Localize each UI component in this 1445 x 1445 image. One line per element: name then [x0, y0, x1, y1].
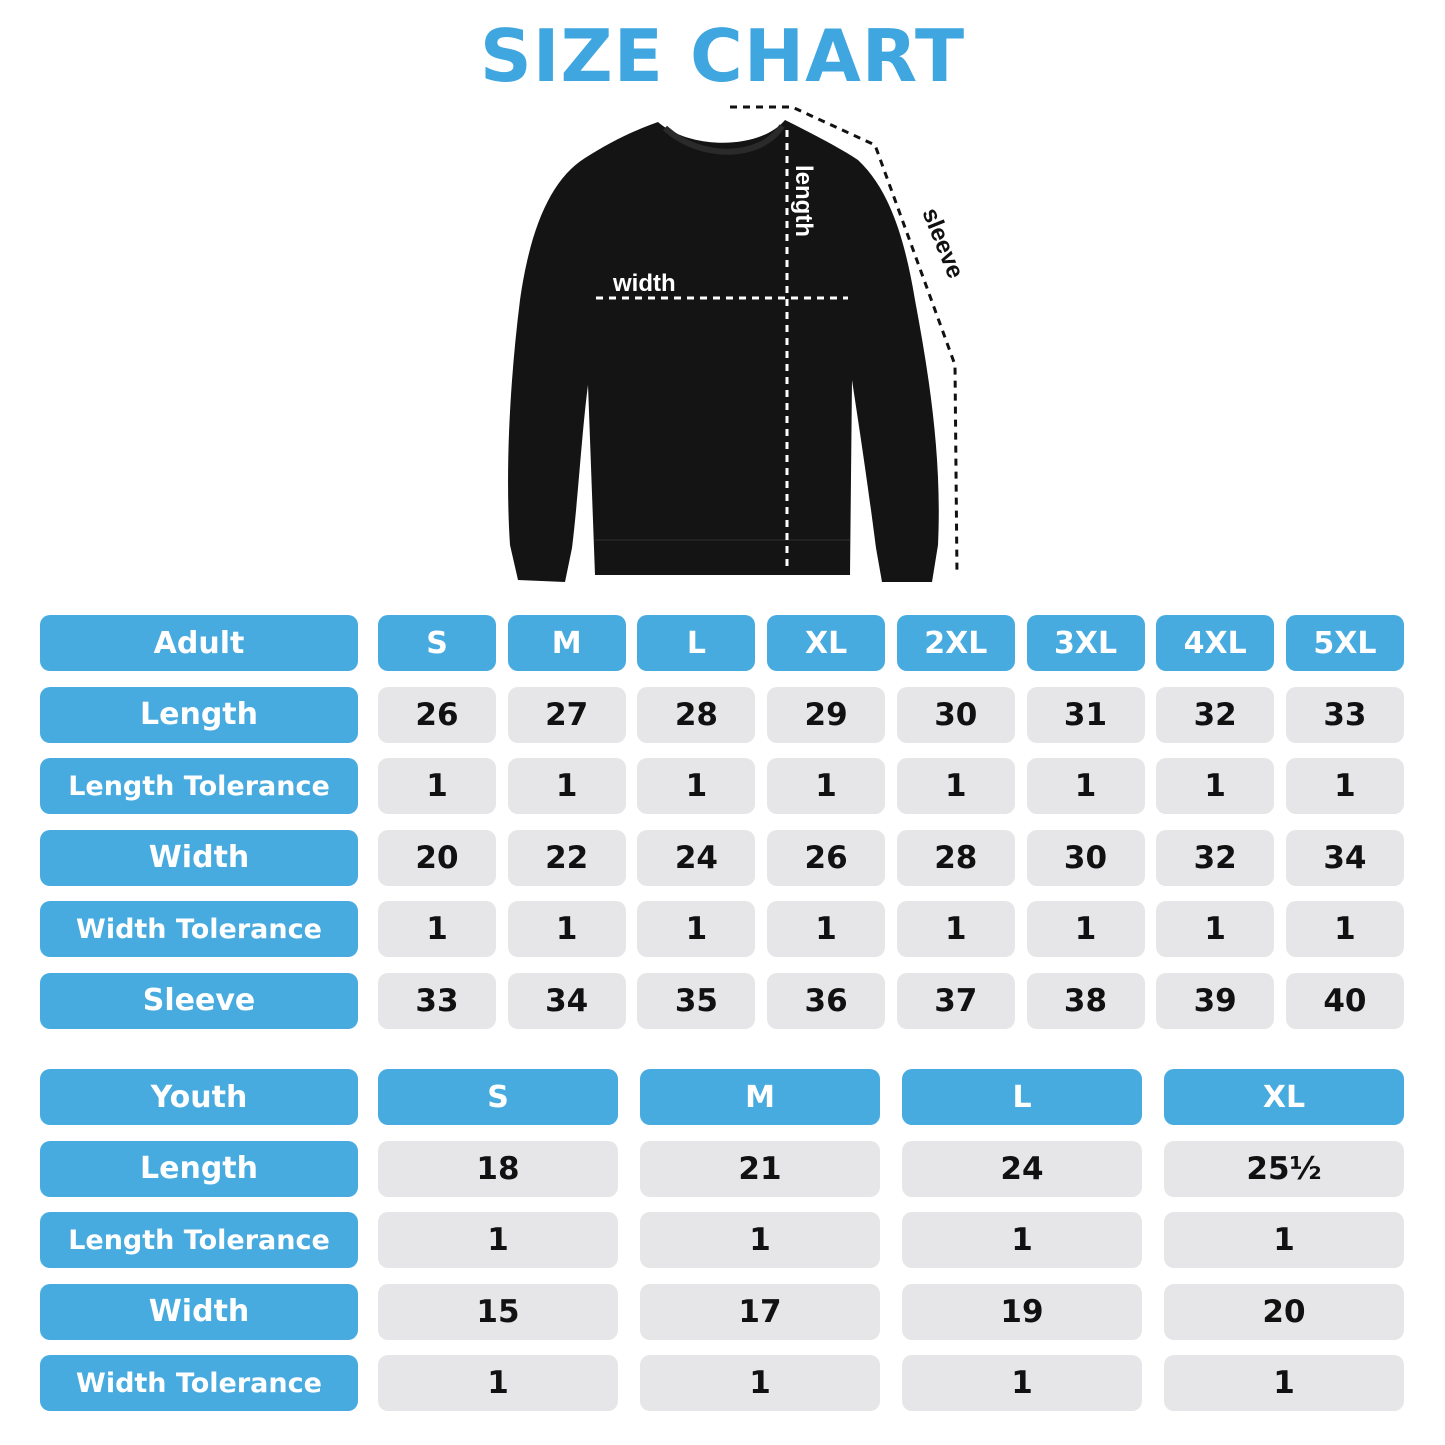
youth-table-cell: 24	[902, 1140, 1142, 1197]
adult-size-header: 3XL	[1026, 615, 1145, 671]
sleeve-label: sleeve	[916, 204, 969, 282]
adult-table-cell: 1	[378, 901, 496, 957]
adult-table-cell: 28	[637, 686, 756, 743]
adult-size-header: 5XL	[1285, 615, 1404, 671]
adult-table-cell: 32	[1156, 829, 1275, 886]
adult-table-cell: 1	[637, 758, 756, 814]
adult-size-header: S	[378, 615, 496, 671]
adult-table-cell: 31	[1026, 686, 1145, 743]
adult-table-cell: 1	[1156, 758, 1275, 814]
youth-row-label: Length Tolerance	[40, 1212, 358, 1268]
adult-table-cell: 1	[637, 901, 756, 957]
adult-table-cell: 1	[1285, 901, 1404, 957]
adult-table-cell: 1	[507, 758, 626, 814]
youth-size-header: S	[378, 1069, 618, 1125]
adult-size-header: 4XL	[1156, 615, 1275, 671]
youth-size-header: XL	[1164, 1069, 1404, 1125]
youth-row-label: Width	[40, 1283, 358, 1340]
adult-table-cell: 1	[378, 758, 496, 814]
width-label: width	[612, 270, 676, 297]
youth-table-cell: 1	[378, 1355, 618, 1411]
adult-header-label: Adult	[40, 615, 358, 671]
adult-table-cell: 1	[507, 901, 626, 957]
adult-table-cell: 30	[1026, 829, 1145, 886]
youth-table-cell: 20	[1164, 1283, 1404, 1340]
adult-table-cell: 1	[1026, 758, 1145, 814]
adult-table-cell: 27	[507, 686, 626, 743]
youth-size-header: L	[902, 1069, 1142, 1125]
adult-row-label: Width Tolerance	[40, 901, 358, 957]
adult-row-label: Sleeve	[40, 972, 358, 1029]
youth-table-cell: 1	[902, 1355, 1142, 1411]
adult-row-label: Width	[40, 829, 358, 886]
adult-size-header: L	[637, 615, 756, 671]
adult-table-cell: 38	[1026, 972, 1145, 1029]
sleeve-measure-line	[730, 105, 959, 576]
adult-table-cell: 24	[637, 829, 756, 886]
youth-table-cell: 1	[640, 1212, 880, 1268]
adult-table-cell: 22	[507, 829, 626, 886]
adult-table-cell: 33	[378, 972, 496, 1029]
youth-row-label: Length	[40, 1140, 358, 1197]
youth-table-cell: 1	[1164, 1212, 1404, 1268]
youth-table-cell: 1	[640, 1355, 880, 1411]
adult-size-header: XL	[767, 615, 886, 671]
adult-table-cell: 20	[378, 829, 496, 886]
youth-table-cell: 18	[378, 1140, 618, 1197]
adult-table-cell: 32	[1156, 686, 1275, 743]
youth-table-cell: 21	[640, 1140, 880, 1197]
adult-table-cell: 34	[1285, 829, 1404, 886]
adult-table-cell: 39	[1156, 972, 1275, 1029]
youth-table-cell: 25½	[1164, 1140, 1404, 1197]
adult-table-cell: 26	[378, 686, 496, 743]
youth-size-header: M	[640, 1069, 880, 1125]
adult-table-cell: 30	[896, 686, 1015, 743]
sweatshirt-image	[508, 120, 939, 582]
adult-table-cell: 1	[1285, 758, 1404, 814]
adult-table-cell: 34	[507, 972, 626, 1029]
adult-table-cell: 33	[1285, 686, 1404, 743]
adult-table-cell: 40	[1285, 972, 1404, 1029]
adult-table-cell: 28	[896, 829, 1015, 886]
adult-size-header: 2XL	[896, 615, 1015, 671]
sweatshirt-diagram: width length sleeve	[508, 105, 969, 582]
youth-table-cell: 1	[378, 1212, 618, 1268]
youth-table-cell: 1	[902, 1212, 1142, 1268]
adult-table-cell: 26	[767, 829, 886, 886]
adult-table-cell: 1	[767, 901, 886, 957]
adult-size-header: M	[507, 615, 626, 671]
page-title: SIZE CHART	[479, 14, 966, 98]
youth-table-cell: 19	[902, 1283, 1142, 1340]
length-label: length	[790, 165, 817, 237]
adult-table-cell: 37	[896, 972, 1015, 1029]
adult-table-cell: 36	[767, 972, 886, 1029]
adult-table-cell: 1	[1156, 901, 1275, 957]
adult-row-label: Length Tolerance	[40, 758, 358, 814]
adult-table-cell: 1	[767, 758, 886, 814]
adult-table-cell: 1	[896, 901, 1015, 957]
youth-row-label: Width Tolerance	[40, 1355, 358, 1411]
adult-table-cell: 29	[767, 686, 886, 743]
adult-table-cell: 1	[896, 758, 1015, 814]
adult-table-cell: 1	[1026, 901, 1145, 957]
youth-table-cell: 17	[640, 1283, 880, 1340]
youth-header-label: Youth	[40, 1069, 358, 1125]
youth-table-cell: 1	[1164, 1355, 1404, 1411]
adult-table-cell: 35	[637, 972, 756, 1029]
adult-row-label: Length	[40, 686, 358, 743]
youth-table-cell: 15	[378, 1283, 618, 1340]
